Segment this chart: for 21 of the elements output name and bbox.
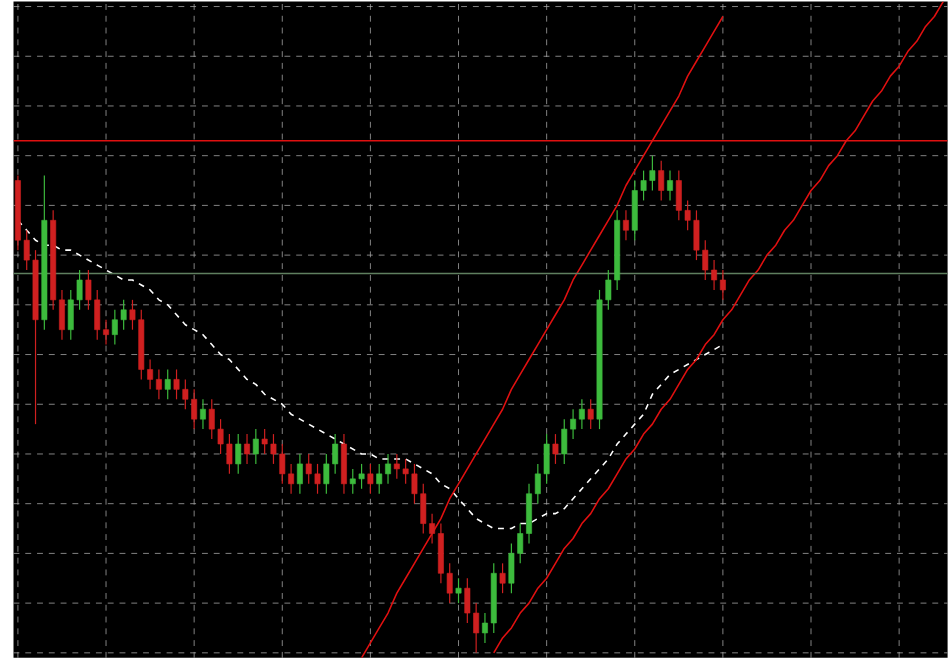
candlestick [578,399,585,431]
candlestick [561,418,568,465]
candlestick [658,160,665,202]
candlestick [341,433,347,495]
candlestick [455,578,462,605]
candlestick [244,433,250,465]
candlestick [623,210,629,242]
candlestick [120,299,127,331]
candlestick [155,369,162,401]
candlestick [587,399,594,431]
candlestick [552,433,559,465]
candlestick [719,269,726,301]
candlestick [235,433,242,475]
candlestick [252,428,259,465]
candlestick [376,463,383,495]
candlestick [200,399,206,431]
candlestick [499,563,506,595]
candlestick [164,369,171,401]
candlestick [367,463,374,495]
candlestick [667,170,673,202]
candlestick [296,453,303,495]
